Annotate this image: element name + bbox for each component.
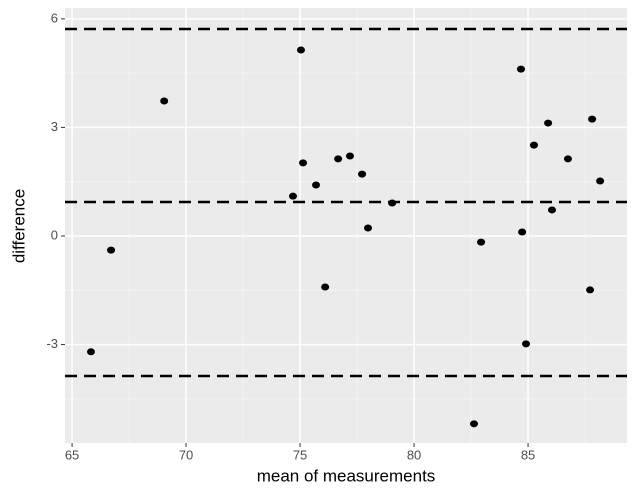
point <box>518 228 527 236</box>
point <box>470 420 479 428</box>
x-tick-label: 80 <box>407 447 421 462</box>
point <box>547 206 556 214</box>
point <box>596 177 605 185</box>
point <box>321 283 330 291</box>
point <box>364 224 373 232</box>
point <box>521 340 530 348</box>
point <box>299 159 308 167</box>
point <box>345 152 354 160</box>
x-tick-label: 70 <box>179 447 193 462</box>
point <box>544 119 553 127</box>
y-tick-label: 0 <box>51 227 58 242</box>
point <box>588 115 597 123</box>
x-tick-label: 85 <box>521 447 535 462</box>
marks <box>65 27 627 428</box>
point <box>529 141 538 149</box>
point <box>160 97 169 105</box>
point <box>296 46 305 54</box>
point <box>334 155 343 163</box>
point <box>388 199 397 207</box>
plot-panel <box>65 8 627 443</box>
y-tick-label: -3 <box>46 336 58 351</box>
grid <box>65 8 627 443</box>
point <box>312 181 321 189</box>
x-tick-label: 75 <box>293 447 307 462</box>
y-tick-label: 3 <box>51 119 58 134</box>
point <box>563 155 572 163</box>
point <box>358 170 367 178</box>
point <box>516 65 525 73</box>
y-tick-label: 6 <box>51 10 58 25</box>
x-tick-label: 65 <box>65 447 79 462</box>
y-axis-title: difference <box>9 189 28 263</box>
point <box>586 286 595 294</box>
x-axis-title: mean of measurements <box>257 466 436 485</box>
point <box>477 238 486 246</box>
point <box>288 192 297 200</box>
point <box>86 348 95 356</box>
point <box>107 246 116 254</box>
